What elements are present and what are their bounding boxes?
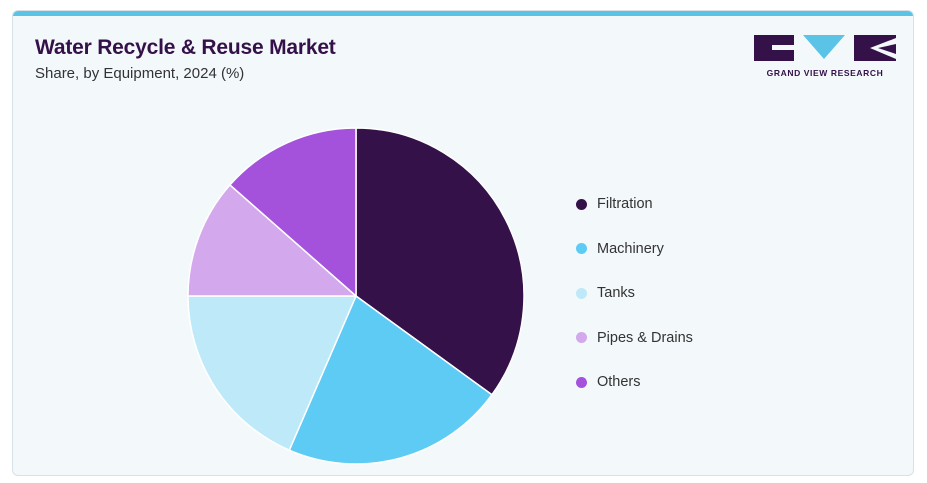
legend-label: Filtration [597, 196, 653, 212]
legend-item-tanks: Tanks [576, 282, 693, 304]
chart-card: Water Recycle & Reuse Market Share, by E… [12, 10, 914, 476]
pie-slice-machinery [288, 295, 493, 465]
legend-label: Pipes & Drains [597, 329, 693, 346]
legend-item-pipes-and-drains: Pipes & Drains [576, 327, 693, 349]
legend-swatch [576, 243, 587, 254]
chart-legend: Filtration Machinery Tanks Pipes & Drains Ot… [576, 193, 693, 416]
legend-label: Others [597, 374, 641, 390]
legend-swatch [576, 198, 587, 210]
legend-item-machinery: Machinery [576, 238, 693, 260]
legend-swatch [576, 376, 587, 388]
legend-swatch [576, 287, 587, 299]
legend-label: Machinery [597, 240, 664, 257]
pie-chart [187, 127, 525, 465]
logo-text: GRAND VIEW RESEARCH [766, 68, 884, 78]
brand-logo: GRAND VIEW RESEARCH [754, 35, 896, 79]
legend-swatch [576, 332, 587, 343]
chart-title: Water Recycle & Reuse Market [35, 36, 336, 59]
pie-slice-pipes-and-drains [187, 184, 357, 297]
accent-top-bar [13, 11, 913, 16]
legend-item-others: Others [576, 371, 693, 393]
pie-slice-others [229, 127, 357, 297]
grand-view-research-logo-icon [754, 35, 896, 61]
pie-slice-tanks [187, 295, 357, 451]
legend-label: Tanks [597, 285, 635, 301]
pie-slice-filtration [355, 127, 525, 396]
chart-subtitle: Share, by Equipment, 2024 (%) [35, 65, 245, 82]
legend-item-filtration: Filtration [576, 193, 693, 215]
